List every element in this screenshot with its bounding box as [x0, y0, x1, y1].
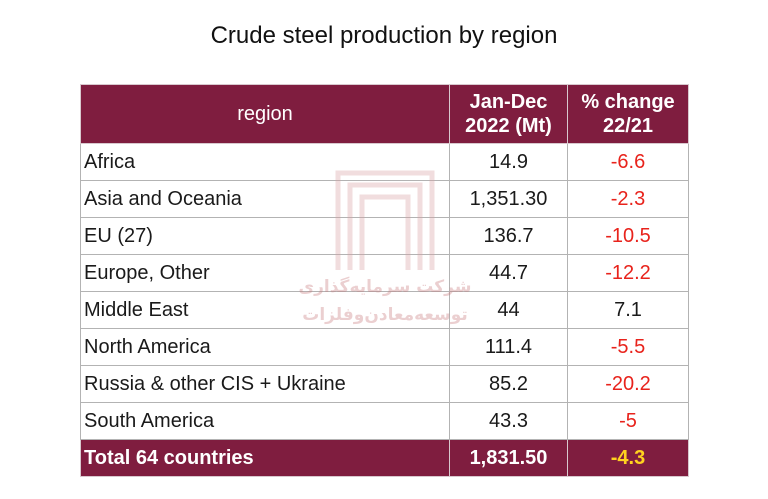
change-cell: -2.3 [567, 180, 689, 218]
production-cell: 136.7 [449, 217, 568, 255]
production-cell: 43.3 [449, 402, 568, 440]
change-cell: -12.2 [567, 254, 689, 292]
header-change-line2: 22/21 [602, 115, 654, 137]
change-cell: -5 [567, 402, 689, 440]
table-row: EU (27) 136.7 -10.5 [80, 217, 689, 255]
region-cell: EU (27) [80, 217, 450, 255]
watermark-text-line2: توسعه‌معادن‌وفلزات [302, 305, 468, 325]
production-cell: 1,351.30 [449, 180, 568, 218]
total-change: -4.3 [567, 439, 689, 477]
table-row: Africa 14.9 -6.6 [80, 143, 689, 181]
table-row: North America 111.4 -5.5 [80, 328, 689, 366]
chart-title: Crude steel production by region [210, 22, 558, 49]
production-cell: 44 [449, 291, 568, 329]
total-row: Total 64 countries 1,831.50 -4.3 [80, 439, 689, 477]
watermark-text-line1: شرکت سرمایه‌گذاری [298, 277, 472, 297]
region-cell: Europe, Other [80, 254, 450, 292]
total-production: 1,831.50 [449, 439, 568, 477]
table-row: Russia & other CIS + Ukraine 85.2 -20.2 [80, 365, 689, 403]
production-cell: 14.9 [449, 143, 568, 181]
total-region: Total 64 countries [80, 439, 450, 477]
change-cell: -20.2 [567, 365, 689, 403]
production-cell: 44.7 [449, 254, 568, 292]
change-cell: -5.5 [567, 328, 689, 366]
production-cell: 85.2 [449, 365, 568, 403]
region-cell: Asia and Oceania [80, 180, 450, 218]
header-production-line1: Jan-Dec [469, 91, 548, 113]
region-cell: Russia & other CIS + Ukraine [80, 365, 450, 403]
production-cell: 111.4 [449, 328, 568, 366]
change-cell: -10.5 [567, 217, 689, 255]
steel-production-table: region Jan-Dec 2022 (Mt) % change 22/21 … [80, 84, 689, 477]
header-change: % change 22/21 [567, 84, 689, 144]
watermark-emblem-icon [335, 170, 435, 270]
change-cell: 7.1 [567, 291, 689, 329]
region-cell: South America [80, 402, 450, 440]
table-row: South America 43.3 -5 [80, 402, 689, 440]
header-region: region [80, 84, 450, 144]
header-production: Jan-Dec 2022 (Mt) [449, 84, 568, 144]
table-row: Europe, Other 44.7 -12.2 [80, 254, 689, 292]
change-cell: -6.6 [567, 143, 689, 181]
watermark-logo: شرکت سرمایه‌گذاری توسعه‌معادن‌وفلزات [290, 165, 480, 340]
table-header-row: region Jan-Dec 2022 (Mt) % change 22/21 [80, 84, 689, 144]
table-row: Asia and Oceania 1,351.30 -2.3 [80, 180, 689, 218]
region-cell: Africa [80, 143, 450, 181]
header-production-line2: 2022 (Mt) [465, 115, 552, 137]
header-change-line1: % change [581, 91, 675, 113]
